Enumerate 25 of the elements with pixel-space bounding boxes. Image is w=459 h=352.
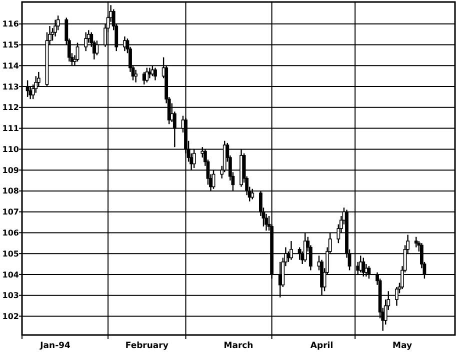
y-tick-label: 115	[2, 40, 20, 50]
y-tick-label: 102	[2, 312, 19, 322]
y-tick-label: 105	[2, 249, 20, 258]
y-tick-label: 110	[2, 144, 20, 154]
candlestick	[148, 67, 152, 79]
y-tick-label: 104	[2, 270, 20, 280]
y-tick-label: 106	[2, 228, 20, 238]
y-tick-label: 114	[2, 61, 20, 70]
x-tick-label: March	[224, 341, 254, 351]
y-tick-label: 116	[2, 20, 20, 29]
y-tick-label: 103	[2, 291, 19, 300]
candlestick	[414, 236, 418, 248]
x-tick-label: Jan-94	[39, 341, 71, 351]
y-tick-label: 107	[2, 208, 19, 217]
y-tick-label: 112	[2, 103, 19, 112]
x-tick-label: April	[310, 341, 334, 351]
candlestick	[154, 67, 157, 81]
x-tick-label: February	[125, 341, 169, 351]
y-tick-label: 111	[2, 124, 20, 134]
y-tick-label: 108	[2, 186, 20, 196]
x-tick-label: May	[392, 341, 412, 351]
candlestick	[145, 67, 149, 83]
candlestick	[134, 69, 138, 83]
y-tick-label: 109	[2, 166, 20, 175]
y-tick-label: 113	[2, 82, 19, 92]
